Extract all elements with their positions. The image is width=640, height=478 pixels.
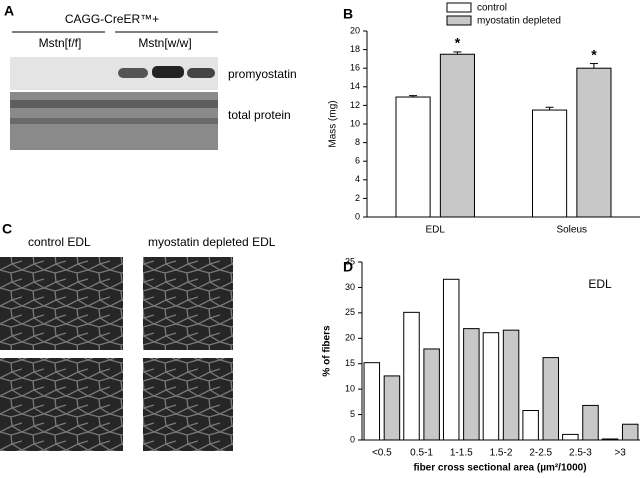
genotype-label: CAGG-CreER™+ <box>65 12 159 26</box>
panel-letter: B <box>343 6 353 22</box>
legend-swatch <box>446 2 472 13</box>
micrograph <box>0 358 123 451</box>
y-tick-label: 25 <box>345 307 355 317</box>
blot-band <box>10 100 218 108</box>
bar <box>522 410 539 441</box>
legend-label: myostatin depleted <box>477 16 561 27</box>
x-tick-label: <0.5 <box>372 448 392 459</box>
blot-band <box>118 68 148 78</box>
x-tick-label: 1-1.5 <box>450 448 473 459</box>
y-tick-label: 8 <box>355 137 360 147</box>
bar <box>621 423 639 441</box>
legend-swatch <box>446 15 472 26</box>
x-tick-label: >3 <box>614 448 626 459</box>
panel-letter: D <box>343 259 353 275</box>
y-tick-label: 20 <box>345 333 355 343</box>
blot-band <box>187 68 215 78</box>
y-tick-label: 35 <box>345 256 355 266</box>
x-tick-label: 2.5-3 <box>569 448 592 459</box>
y-tick-label: 18 <box>350 44 360 54</box>
bar <box>562 433 579 441</box>
blot-band <box>10 118 218 124</box>
y-tick-label: 30 <box>345 282 355 292</box>
x-tick-label: Soleus <box>556 225 587 236</box>
bar <box>463 328 480 441</box>
y-tick-label: 20 <box>350 25 360 35</box>
y-axis-label: % of fibers <box>322 325 333 377</box>
x-tick-label: 2-2.5 <box>529 448 552 459</box>
bar <box>442 278 460 441</box>
bar <box>601 438 619 441</box>
bar <box>482 332 500 441</box>
micrograph <box>143 257 233 350</box>
bar <box>363 362 381 441</box>
y-tick-label: 5 <box>350 409 355 419</box>
image-label: control EDL <box>28 235 91 249</box>
y-tick-label: 12 <box>350 100 360 110</box>
y-tick-label: 15 <box>345 358 355 368</box>
y-tick-label: 6 <box>355 156 360 166</box>
bar <box>423 348 440 441</box>
y-tick-label: 0 <box>350 434 355 444</box>
y-tick-label: 14 <box>350 81 360 91</box>
x-tick-label: 0.5-1 <box>410 448 433 459</box>
bar <box>383 375 401 441</box>
bar <box>576 67 612 218</box>
y-tick-label: 10 <box>350 118 360 128</box>
bar <box>502 329 520 441</box>
significance-mark: * <box>591 46 597 62</box>
panel-letter: A <box>4 3 14 19</box>
y-tick-label: 0 <box>355 211 360 221</box>
x-tick-label: EDL <box>426 225 446 236</box>
bar <box>439 53 475 218</box>
bar <box>395 96 431 218</box>
bar <box>532 109 568 218</box>
group-label: Mstn[w/w] <box>138 36 191 50</box>
blot-image <box>10 57 218 90</box>
bar <box>403 311 420 441</box>
y-tick-label: 4 <box>355 174 360 184</box>
y-tick-label: 10 <box>345 384 355 394</box>
micrograph <box>0 257 123 350</box>
x-axis-label: fiber cross sectional area (µm²/1000) <box>413 463 586 474</box>
significance-mark: * <box>455 35 461 51</box>
image-label: myostatin depleted EDL <box>148 235 276 249</box>
x-tick-label: 1.5-2 <box>490 448 513 459</box>
micrograph <box>143 358 233 451</box>
bar <box>542 357 560 441</box>
blot-row-label: promyostatin <box>228 67 297 81</box>
group-label: Mstn[f/f] <box>39 36 82 50</box>
annotation: EDL <box>588 277 612 291</box>
y-axis-label: Mass (mg) <box>328 100 339 147</box>
bar <box>582 404 599 441</box>
y-tick-label: 16 <box>350 63 360 73</box>
legend-label: control <box>477 3 507 14</box>
panel-letter: C <box>2 221 12 237</box>
blot-band <box>152 66 184 78</box>
blot-row-label: total protein <box>228 108 291 122</box>
y-tick-label: 2 <box>355 193 360 203</box>
